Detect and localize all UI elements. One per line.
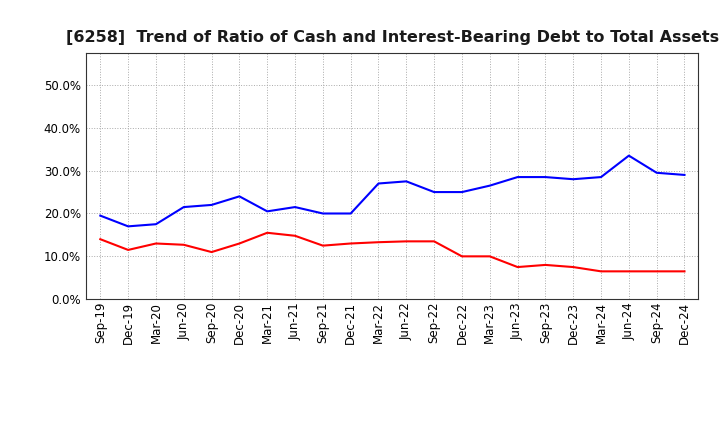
- Cash: [291, 233, 300, 238]
- Cash: [402, 239, 410, 244]
- Interest-Bearing Debt: [207, 202, 216, 208]
- Interest-Bearing Debt: [513, 174, 522, 180]
- Interest-Bearing Debt: [485, 183, 494, 188]
- Interest-Bearing Debt: [263, 209, 271, 214]
- Interest-Bearing Debt: [152, 222, 161, 227]
- Interest-Bearing Debt: [624, 153, 633, 158]
- Interest-Bearing Debt: [179, 205, 188, 210]
- Cash: [96, 237, 104, 242]
- Interest-Bearing Debt: [318, 211, 327, 216]
- Cash: [513, 264, 522, 270]
- Cash: [235, 241, 243, 246]
- Interest-Bearing Debt: [680, 172, 689, 178]
- Cash: [263, 230, 271, 235]
- Cash: [374, 239, 383, 245]
- Interest-Bearing Debt: [374, 181, 383, 186]
- Interest-Bearing Debt: [652, 170, 661, 176]
- Cash: [318, 243, 327, 248]
- Cash: [430, 239, 438, 244]
- Interest-Bearing Debt: [402, 179, 410, 184]
- Cash: [624, 269, 633, 274]
- Cash: [124, 247, 132, 253]
- Cash: [541, 262, 550, 268]
- Interest-Bearing Debt: [96, 213, 104, 218]
- Interest-Bearing Debt: [597, 174, 606, 180]
- Cash: [680, 269, 689, 274]
- Cash: [179, 242, 188, 247]
- Cash: [597, 269, 606, 274]
- Interest-Bearing Debt: [430, 190, 438, 195]
- Cash: [652, 269, 661, 274]
- Cash: [458, 254, 467, 259]
- Interest-Bearing Debt: [541, 174, 550, 180]
- Interest-Bearing Debt: [569, 176, 577, 182]
- Cash: [346, 241, 355, 246]
- Cash: [485, 254, 494, 259]
- Line: Cash: Cash: [100, 233, 685, 271]
- Interest-Bearing Debt: [235, 194, 243, 199]
- Cash: [152, 241, 161, 246]
- Cash: [207, 249, 216, 255]
- Line: Interest-Bearing Debt: Interest-Bearing Debt: [100, 156, 685, 226]
- Interest-Bearing Debt: [458, 190, 467, 195]
- Title: [6258]  Trend of Ratio of Cash and Interest-Bearing Debt to Total Assets: [6258] Trend of Ratio of Cash and Intere…: [66, 29, 719, 45]
- Interest-Bearing Debt: [346, 211, 355, 216]
- Cash: [569, 264, 577, 270]
- Interest-Bearing Debt: [124, 224, 132, 229]
- Interest-Bearing Debt: [291, 205, 300, 210]
